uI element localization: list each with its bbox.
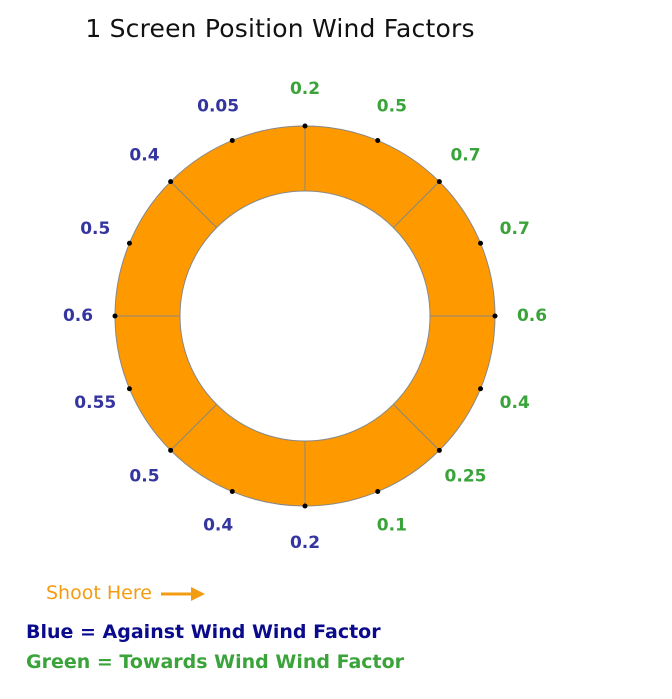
against-wind-factor-label: 0.6	[63, 306, 93, 326]
wind-ring	[112, 123, 498, 509]
page-title: 1 Screen Position Wind Factors	[85, 14, 475, 43]
against-wind-factor-label: 0.55	[74, 393, 116, 413]
position-dot	[126, 386, 132, 392]
towards-wind-factor-label: 0.25	[445, 467, 487, 487]
position-dot	[492, 313, 498, 319]
segment-divider	[393, 404, 440, 451]
towards-wind-factor-label: 0.2	[290, 79, 320, 99]
towards-wind-factor-label: 0.4	[500, 393, 530, 413]
position-dot	[302, 503, 308, 509]
shoot-here-label: Shoot Here	[46, 582, 152, 604]
position-dot	[375, 137, 381, 143]
position-dot	[436, 179, 442, 185]
against-wind-factor-label: 0.4	[203, 516, 233, 536]
position-dot	[126, 240, 132, 246]
legend-towards-wind: Green = Towards Wind Wind Factor	[26, 651, 405, 673]
towards-wind-factor-label: 0.7	[450, 145, 480, 165]
towards-wind-factor-label: 0.1	[377, 516, 407, 536]
arrow-right-icon	[160, 587, 205, 601]
position-dot	[302, 123, 308, 129]
position-dot	[229, 137, 235, 143]
wind-ring-diagram: 0.2 0.5 0.7 0.7 0.6 0.4 0.25 0.1 0.2 0.4 0.5 0.55 0.…	[63, 79, 547, 553]
towards-wind-factor-label: 0.5	[377, 96, 407, 116]
position-dot	[478, 386, 484, 392]
position-dot	[168, 179, 174, 185]
legend-against-wind: Blue = Against Wind Wind Factor	[26, 621, 381, 643]
towards-wind-factor-label: 0.7	[500, 219, 530, 239]
position-dot	[112, 313, 118, 319]
segment-divider	[170, 404, 217, 451]
position-dot	[436, 447, 442, 453]
shoot-here-indicator: Shoot Here	[46, 578, 206, 608]
position-dot	[229, 489, 235, 495]
against-wind-factor-label: 0.2	[290, 533, 320, 553]
against-wind-factor-label: 0.5	[129, 467, 159, 487]
position-dot	[168, 447, 174, 453]
position-dot	[478, 240, 484, 246]
against-wind-factor-label: 0.4	[129, 145, 159, 165]
wind-factor-labels: 0.2 0.5 0.7 0.7 0.6 0.4 0.25 0.1 0.2 0.4 0.5 0.55 0.…	[63, 79, 547, 553]
against-wind-factor-label: 0.5	[80, 219, 110, 239]
segment-divider	[393, 181, 440, 228]
position-dot	[375, 489, 381, 495]
towards-wind-factor-label: 0.6	[517, 306, 547, 326]
segment-divider	[170, 181, 217, 228]
against-wind-factor-label: 0.05	[197, 96, 239, 116]
